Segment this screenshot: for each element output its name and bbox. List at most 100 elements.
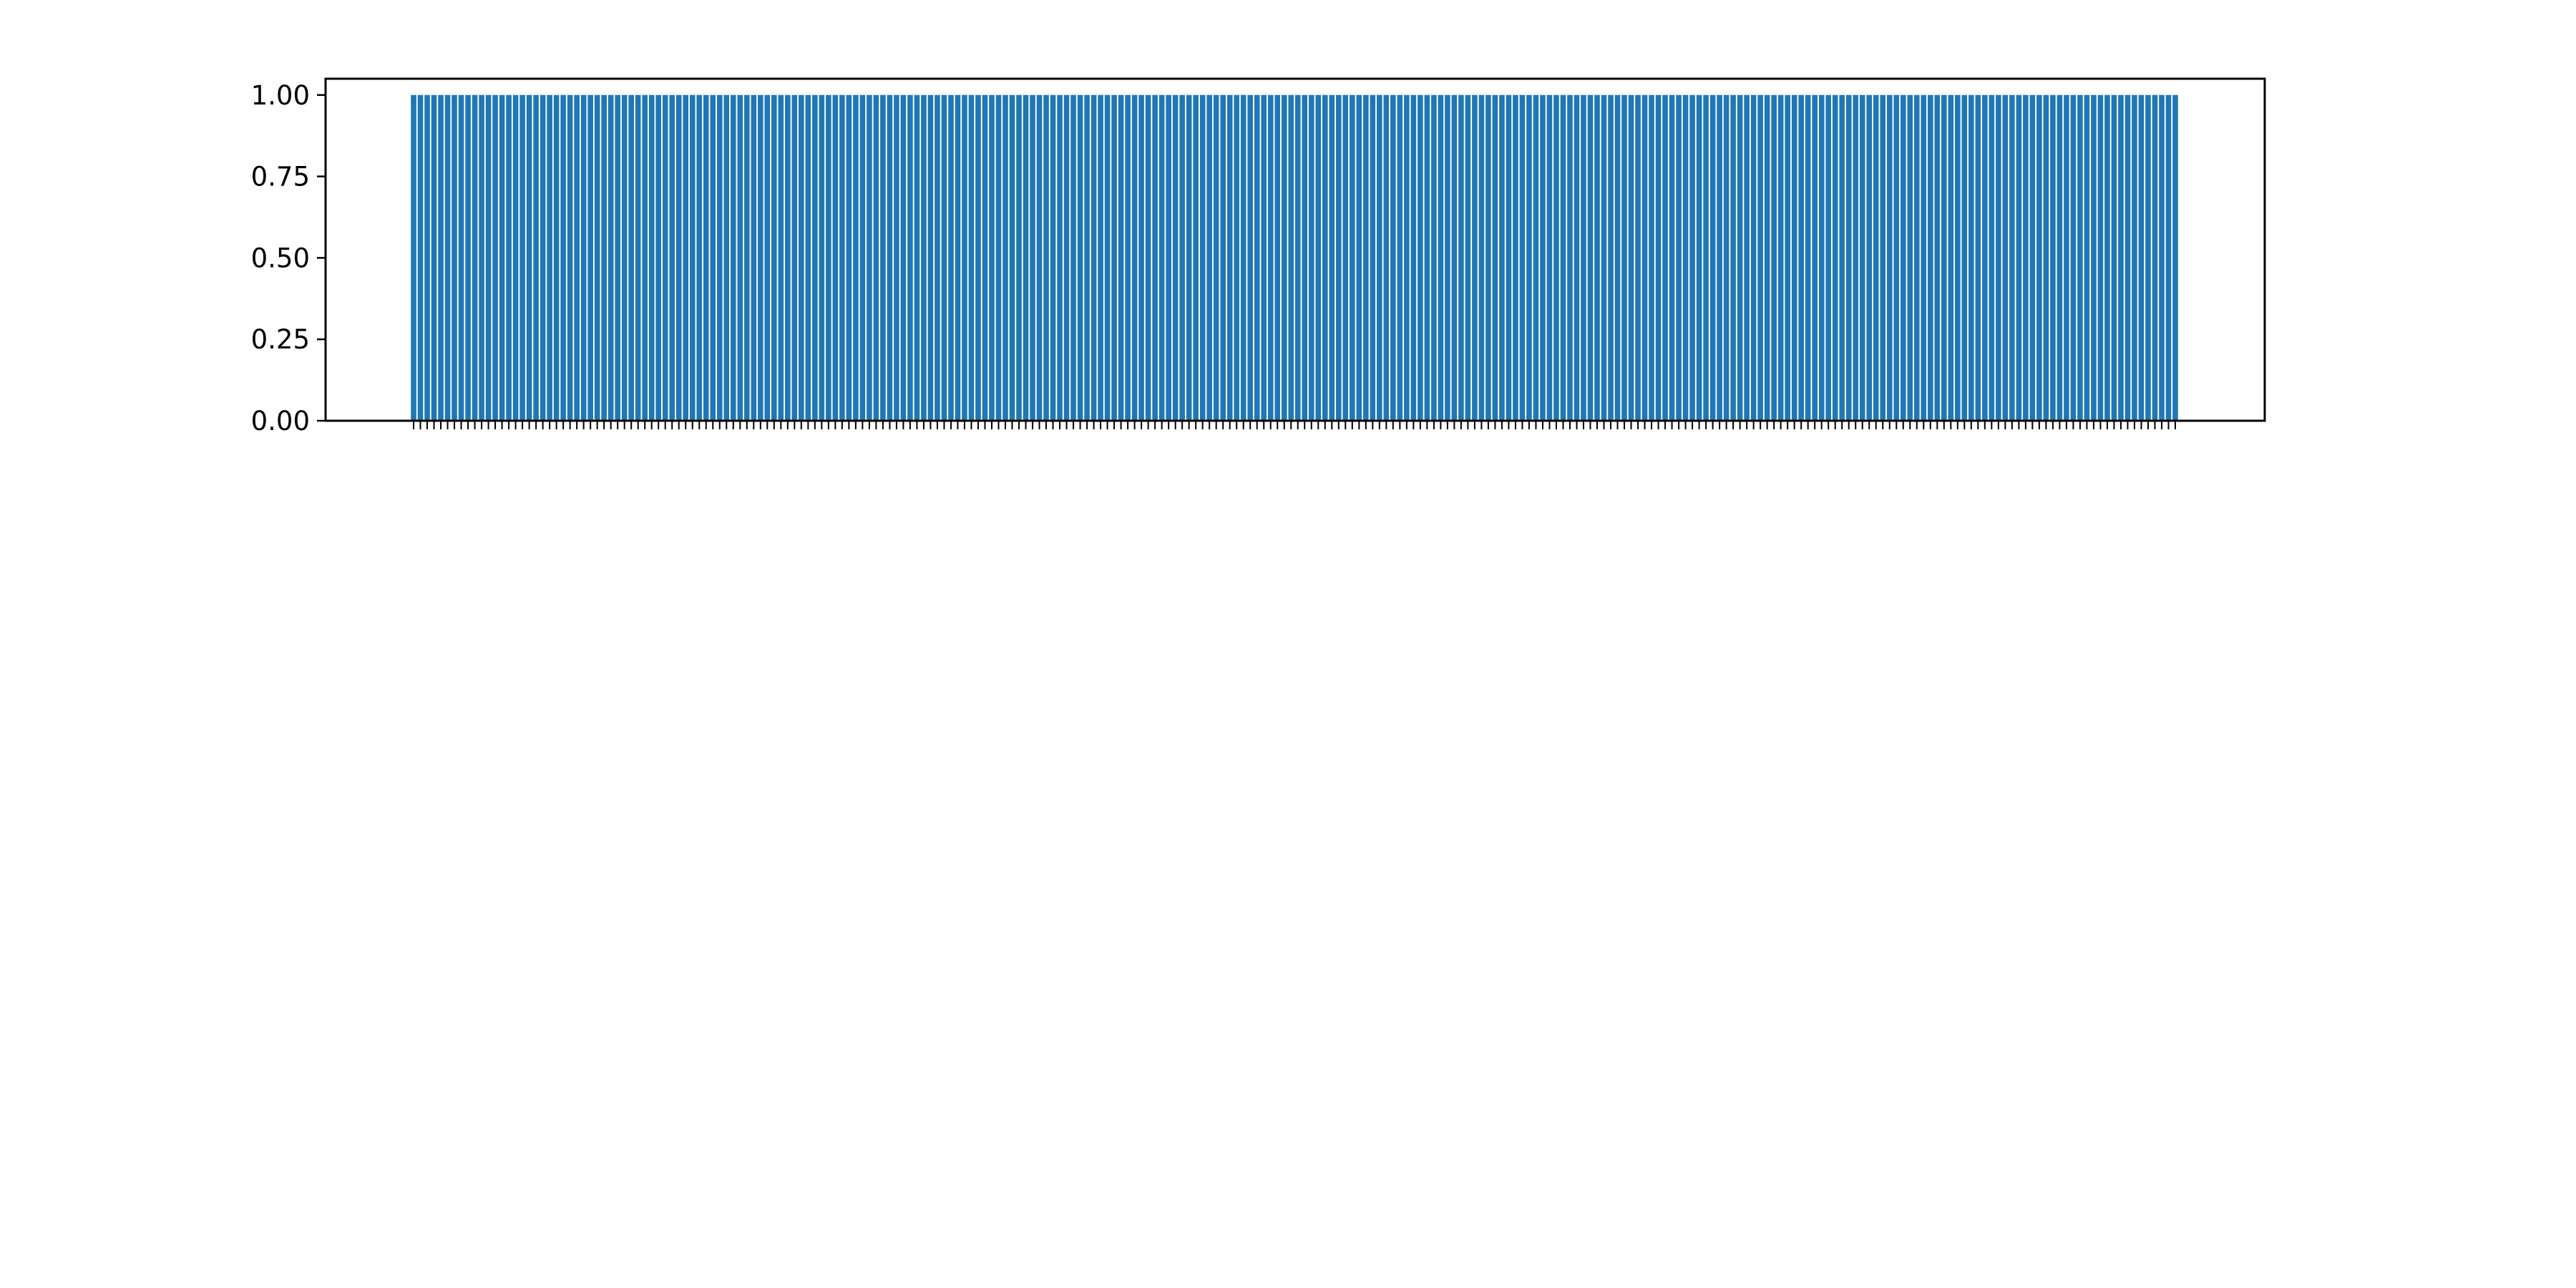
bar [1560, 94, 1566, 421]
bar [1492, 94, 1498, 421]
bar [867, 94, 872, 421]
bar [2002, 94, 2009, 421]
bar [452, 94, 457, 421]
bar [1335, 94, 1342, 421]
bar [1118, 94, 1124, 421]
bar [1955, 94, 1961, 421]
bar [1342, 94, 1349, 421]
bar [533, 94, 539, 421]
bar [1757, 94, 1763, 421]
bar [1485, 94, 1491, 421]
bar [628, 94, 634, 421]
bar [1370, 94, 1376, 421]
bar [2084, 94, 2090, 421]
bar [2138, 94, 2145, 421]
bar [662, 94, 668, 421]
bar [730, 94, 736, 421]
bar [1845, 94, 1852, 421]
bar [1587, 94, 1594, 421]
bar [580, 94, 587, 421]
bar [1063, 94, 1070, 421]
bar [2009, 94, 2015, 421]
x-axis-ticks [413, 421, 2176, 429]
bar [873, 94, 879, 421]
bar [1445, 94, 1450, 421]
bar [1996, 94, 2001, 421]
bar [1267, 94, 1274, 421]
bar [1261, 94, 1267, 421]
bar [519, 94, 525, 421]
bar [1084, 94, 1090, 421]
bar [1424, 94, 1430, 421]
bar [1050, 94, 1056, 421]
bar [1288, 94, 1294, 421]
bar [962, 94, 967, 421]
bar [826, 94, 831, 421]
bar [1138, 94, 1144, 421]
bar [492, 94, 498, 421]
bar [989, 94, 995, 421]
bar [1785, 94, 1790, 421]
bar [1513, 94, 1518, 421]
bar [1798, 94, 1804, 421]
bar [2132, 94, 2137, 421]
bar [1111, 94, 1117, 421]
bar [567, 94, 573, 421]
bar [1206, 94, 1212, 421]
bar [601, 94, 607, 421]
bar [621, 94, 628, 421]
bar [737, 94, 743, 421]
bar [648, 94, 655, 421]
bar [1934, 94, 1941, 421]
bar [696, 94, 703, 421]
bar [853, 94, 859, 421]
bar [1472, 94, 1478, 421]
bar [675, 94, 682, 421]
bar [1418, 94, 1423, 421]
bar [574, 94, 580, 421]
bar [1315, 94, 1322, 421]
bar [1247, 94, 1254, 421]
bar [1438, 94, 1444, 421]
bar [642, 94, 648, 421]
bar [1308, 94, 1314, 421]
bar [1553, 94, 1559, 421]
bar [1635, 94, 1641, 421]
bar [839, 94, 845, 421]
bar [1179, 94, 1185, 421]
bar [2050, 94, 2056, 421]
bar [907, 94, 913, 421]
bar [1614, 94, 1621, 421]
bar [880, 94, 886, 421]
bar [1989, 94, 1995, 421]
bar [547, 94, 552, 421]
bar [1131, 94, 1138, 421]
bar [982, 94, 988, 421]
bar [968, 94, 975, 421]
bar [1948, 94, 1954, 421]
bar [1649, 94, 1654, 421]
bar [1036, 94, 1043, 421]
bar [1689, 94, 1695, 421]
bar [1226, 94, 1233, 421]
bar [1383, 94, 1390, 421]
bar [716, 94, 723, 421]
bar [1717, 94, 1722, 421]
bar [1832, 94, 1838, 421]
bar [689, 94, 696, 421]
bar [1812, 94, 1818, 421]
bar [2023, 94, 2029, 421]
bar [1451, 94, 1458, 421]
bar [955, 94, 961, 421]
bar [1873, 94, 1879, 421]
bar [615, 94, 620, 421]
bar [1744, 94, 1750, 421]
bar [1682, 94, 1689, 421]
bar [417, 94, 424, 421]
bar [2043, 94, 2049, 421]
bar [1859, 94, 1865, 421]
bar [1302, 94, 1308, 421]
bar [1465, 94, 1471, 421]
bar [499, 94, 505, 421]
bar [540, 94, 546, 421]
